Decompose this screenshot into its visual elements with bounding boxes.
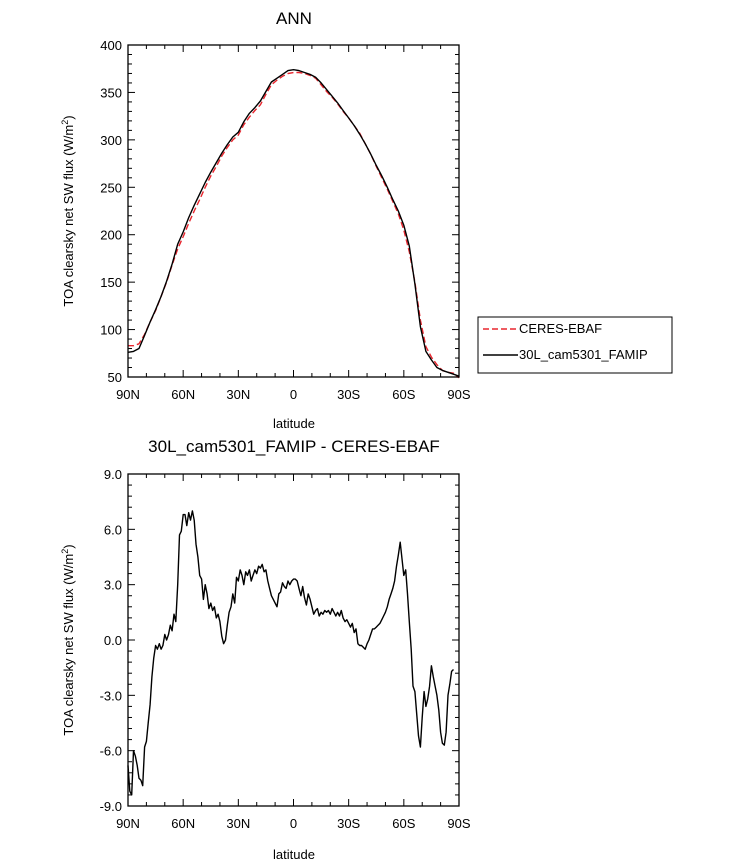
top-y-tick-label: 400 bbox=[100, 38, 122, 53]
top-y-tick-label: 250 bbox=[100, 180, 122, 195]
bottom-y-tick-label: 3.0 bbox=[104, 578, 122, 593]
top-x-axis-label: latitude bbox=[273, 416, 315, 431]
top-chart-title: ANN bbox=[276, 9, 312, 28]
top-y-tick-label: 150 bbox=[100, 275, 122, 290]
bottom-y-tick-label: 9.0 bbox=[104, 467, 122, 482]
top-series-group bbox=[127, 69, 460, 379]
legend-label-ceres: CERES-EBAF bbox=[519, 321, 602, 336]
bottom-y-tick-label: -9.0 bbox=[100, 799, 122, 814]
top-y-axis-label-sup: 2 bbox=[60, 120, 70, 125]
top-x-tick-label: 90S bbox=[447, 387, 470, 402]
top-y-tick-label: 200 bbox=[100, 228, 122, 243]
legend: CERES-EBAF 30L_cam5301_FAMIP bbox=[477, 316, 673, 374]
bottom-x-tick-label: 30N bbox=[226, 816, 250, 831]
bottom-y-axis-label-main: TOA clearsky net SW flux (W/m bbox=[61, 554, 76, 736]
top-y-axis-label-close: ) bbox=[61, 115, 76, 119]
top-x-tick-label: 30S bbox=[337, 387, 360, 402]
bottom-y-tick-label: 0.0 bbox=[104, 633, 122, 648]
bottom-series-line-0 bbox=[127, 510, 454, 796]
top-y-tick-label: 100 bbox=[100, 323, 122, 338]
top-series-line-0 bbox=[128, 71, 460, 379]
legend-box bbox=[477, 316, 673, 374]
top-x-tick-label: 90N bbox=[116, 387, 140, 402]
bottom-y-tick-label: 6.0 bbox=[104, 522, 122, 537]
bottom-y-tick-label: -6.0 bbox=[100, 744, 122, 759]
bottom-x-tick-label: 60S bbox=[392, 816, 415, 831]
top-y-tick-label: 300 bbox=[100, 133, 122, 148]
top-x-tick-label: 60S bbox=[392, 387, 415, 402]
top-y-tick-label: 350 bbox=[100, 85, 122, 100]
bottom-x-tick-label: 0 bbox=[290, 816, 297, 831]
bottom-y-tick-label: -3.0 bbox=[100, 688, 122, 703]
bottom-tick-group: 90N 60N 30N 0 30S 60S 90S -9.0 -6.0 -3.0 0.0 3.0 6.0… bbox=[100, 467, 471, 831]
top-series-line-1 bbox=[127, 69, 460, 377]
top-x-tick-label: 0 bbox=[290, 387, 297, 402]
top-panel: ANN 90N 60N 30N 0 30S 60S 90S 50 100 150 200 250 300… bbox=[60, 9, 673, 431]
bottom-x-tick-label: 60N bbox=[171, 816, 195, 831]
top-x-tick-label: 30N bbox=[226, 387, 250, 402]
top-x-tick-label: 60N bbox=[171, 387, 195, 402]
bottom-chart-title: 30L_cam5301_FAMIP - CERES-EBAF bbox=[148, 437, 440, 456]
bottom-x-tick-label: 90N bbox=[116, 816, 140, 831]
top-y-axis-label-main: TOA clearsky net SW flux (W/m bbox=[61, 125, 76, 307]
legend-label-model: 30L_cam5301_FAMIP bbox=[519, 347, 648, 362]
bottom-x-axis-label: latitude bbox=[273, 847, 315, 862]
top-plot-frame bbox=[127, 44, 460, 378]
bottom-x-tick-label: 90S bbox=[447, 816, 470, 831]
bottom-y-axis-label-close: ) bbox=[61, 544, 76, 548]
bottom-series-group bbox=[127, 510, 454, 796]
bottom-panel: 30L_cam5301_FAMIP - CERES-EBAF 90N 60N 30N… bbox=[60, 437, 471, 862]
bottom-plot-frame bbox=[127, 473, 460, 807]
bottom-y-axis-label: TOA clearsky net SW flux (W/m2) bbox=[60, 544, 76, 735]
top-y-tick-label: 50 bbox=[108, 370, 122, 385]
top-y-axis-label: TOA clearsky net SW flux (W/m2) bbox=[60, 115, 76, 306]
top-tick-group: 90N 60N 30N 0 30S 60S 90S 50 100 150 200 250 300 350 4… bbox=[100, 38, 471, 402]
bottom-y-axis-label-sup: 2 bbox=[60, 549, 70, 554]
bottom-x-tick-label: 30S bbox=[337, 816, 360, 831]
